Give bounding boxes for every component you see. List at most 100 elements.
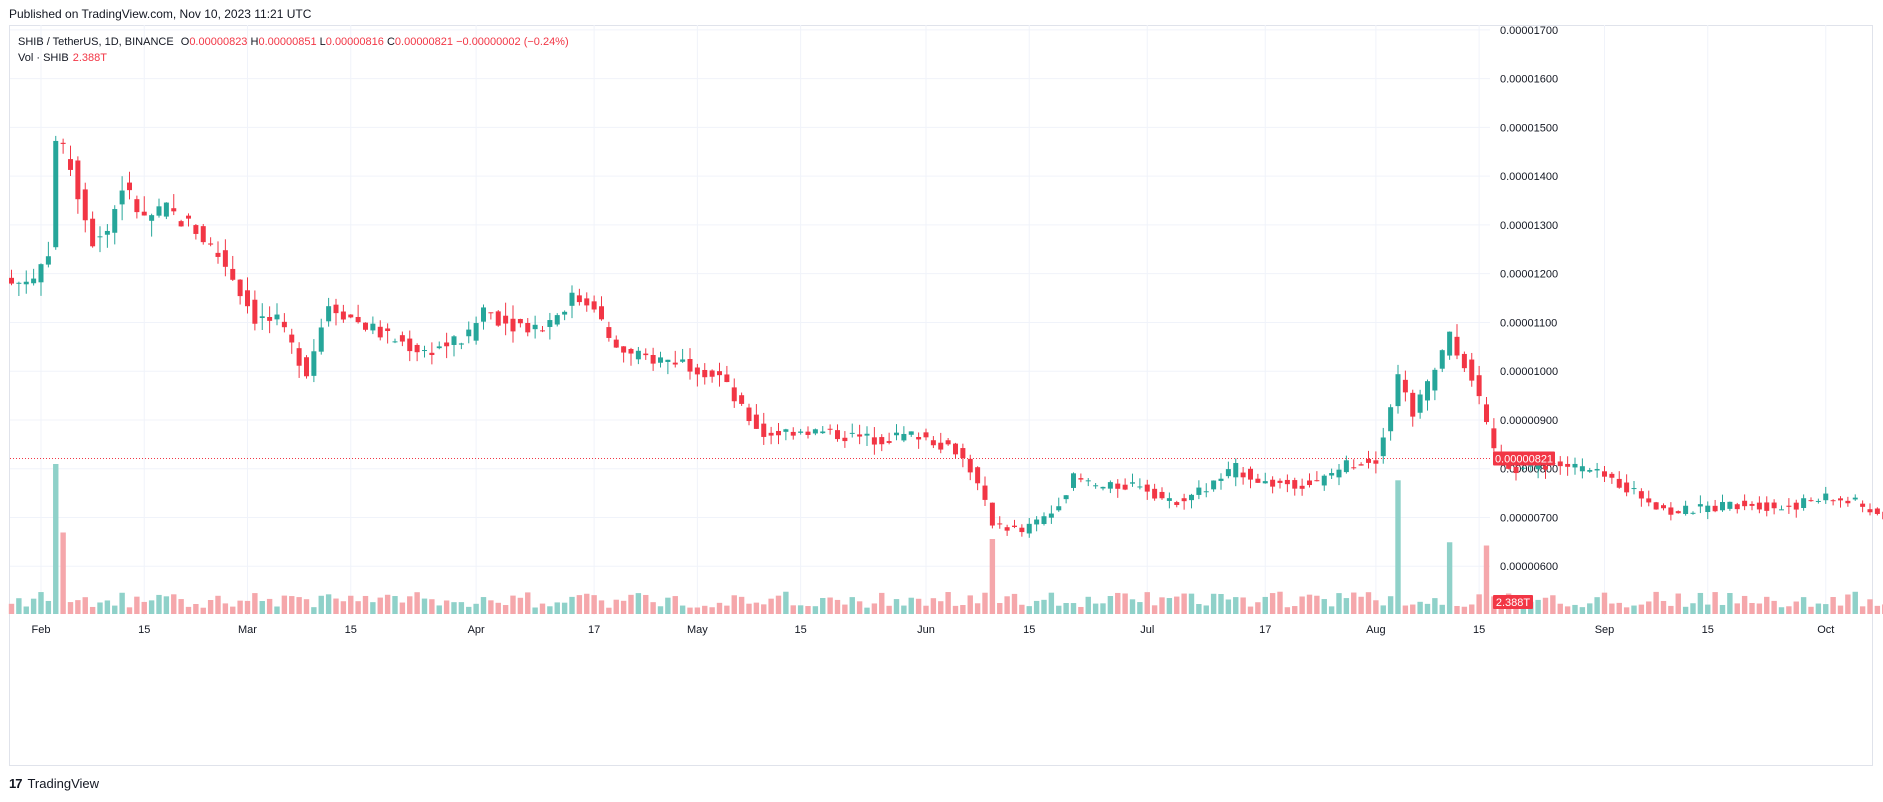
volume-bar: [443, 600, 450, 614]
candle-body: [1683, 505, 1689, 515]
candle-body: [215, 252, 221, 257]
price-axis-label: 0.00001400: [1500, 171, 1558, 183]
volume-bar: [1454, 605, 1460, 614]
volume-bar: [967, 595, 973, 614]
candle-body: [399, 335, 405, 342]
candle-body: [495, 311, 501, 326]
volume-bar: [1675, 593, 1681, 614]
candle-body: [827, 428, 833, 430]
candle-body: [1366, 458, 1371, 463]
candle-body: [9, 277, 14, 284]
volume-bar: [318, 595, 324, 614]
candle-body: [112, 209, 118, 233]
volume-label[interactable]: Vol · SHIB: [18, 52, 69, 64]
volume-bar: [1151, 605, 1158, 614]
volume-bar: [274, 606, 280, 614]
candle-body: [1100, 486, 1106, 489]
candle-body: [252, 299, 258, 324]
volume-bar: [746, 603, 752, 614]
volume-bar: [1277, 591, 1283, 614]
candle-body: [812, 429, 818, 434]
volume-bar: [598, 600, 605, 614]
candle-body: [377, 326, 383, 338]
volume-bar: [141, 601, 147, 614]
volume-bar: [679, 605, 686, 614]
volume-bar: [1727, 593, 1733, 614]
time-axis-label: 17: [588, 624, 600, 636]
volume-bar: [1373, 600, 1379, 614]
symbol-label[interactable]: SHIB / TetherUS, 1D, BINANCE: [18, 36, 174, 48]
volume-bar: [311, 607, 317, 614]
candle-body: [857, 434, 863, 437]
volume-bar: [938, 601, 944, 614]
volume-bar: [458, 602, 465, 614]
high-label: H: [250, 36, 259, 48]
volume-bar: [222, 603, 229, 614]
candle-body: [1218, 478, 1224, 481]
low-value: 0.00000816: [325, 36, 384, 48]
candle-body: [186, 215, 191, 219]
volume-bar: [1446, 542, 1453, 614]
tradingview-logo-icon[interactable]: 17: [9, 776, 23, 791]
price-axis-label: 0.00001700: [1500, 25, 1558, 37]
volume-bar: [1181, 593, 1187, 614]
volume-bar: [584, 593, 590, 614]
volume-bar: [407, 596, 413, 614]
candle-body: [820, 431, 826, 434]
volume-bar: [1269, 593, 1276, 614]
volume-bar: [1078, 606, 1084, 614]
volume-bar: [8, 603, 15, 614]
volume-bar: [1469, 604, 1475, 614]
volume-bar: [797, 605, 804, 614]
volume-bar: [1188, 593, 1195, 614]
volume-bar: [1476, 594, 1482, 614]
volume-bar: [1048, 592, 1055, 614]
volume-bar: [303, 599, 310, 614]
candle-body: [1071, 473, 1076, 488]
candle-body: [156, 206, 162, 216]
candle-body: [1395, 374, 1401, 407]
volume-bar: [112, 605, 118, 614]
candle-body: [1351, 467, 1357, 469]
volume-bar: [1387, 596, 1394, 614]
candle-body: [304, 357, 309, 377]
candle-body: [82, 189, 88, 221]
volume-bar: [1682, 606, 1689, 614]
candle-body: [1284, 479, 1290, 485]
candle-body: [340, 311, 346, 320]
footer: 17 TradingView: [9, 776, 99, 791]
time-axis-label: 15: [138, 624, 150, 636]
candle-body: [1557, 461, 1563, 467]
time-axis-label: 15: [1702, 624, 1714, 636]
volume-bar: [569, 596, 575, 614]
volume-value: 2.388T: [72, 52, 107, 64]
candle-body: [1587, 470, 1593, 472]
candle-body: [318, 327, 324, 352]
price-chart[interactable]: 0.000006000.000007000.000008000.00000900…: [0, 0, 1883, 770]
volume-bar: [1587, 603, 1593, 614]
volume-bar: [665, 597, 671, 614]
candle-body: [960, 448, 966, 459]
volume-bar: [1734, 603, 1740, 614]
candle-body: [230, 268, 236, 280]
candle-body: [510, 318, 516, 332]
volume-bar: [997, 603, 1003, 614]
volume-bar: [1594, 597, 1600, 614]
candle-body: [1808, 500, 1814, 502]
volume-bar: [1572, 604, 1578, 614]
candle-body: [1048, 513, 1054, 518]
candle-body: [296, 348, 302, 366]
volume-bar: [53, 464, 59, 614]
candle-body: [658, 357, 663, 363]
candle-body: [267, 316, 273, 321]
volume-bar: [716, 602, 723, 614]
candle-body: [1439, 350, 1445, 369]
candle-body: [1307, 480, 1312, 486]
volume-bar: [1174, 596, 1180, 614]
candle-body: [1085, 480, 1091, 482]
footer-brand[interactable]: TradingView: [27, 776, 100, 791]
time-axis-label: 15: [1023, 624, 1035, 636]
volume-bar: [355, 601, 361, 614]
volume-bar: [384, 594, 391, 614]
candle-body: [422, 350, 427, 352]
